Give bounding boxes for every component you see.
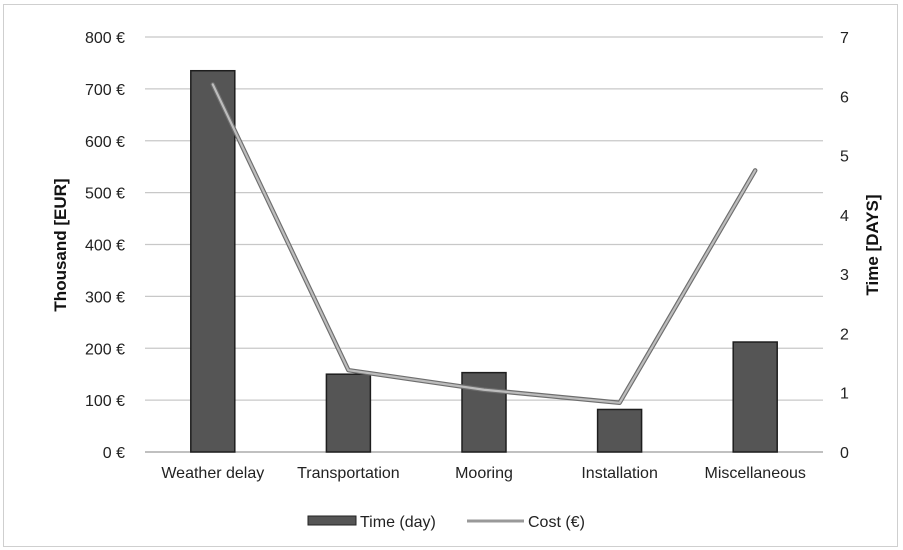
right-tick-label: 7 xyxy=(840,30,849,47)
x-axis-ticks: Weather delay Transportation Mooring Instal… xyxy=(161,465,806,482)
right-tick-label: 1 xyxy=(840,386,849,403)
x-tick-label: Miscellaneous xyxy=(705,465,806,482)
left-tick-label: 200 € xyxy=(85,341,125,358)
right-tick-label: 2 xyxy=(840,326,849,343)
right-tick-label: 6 xyxy=(840,89,849,106)
left-tick-label: 100 € xyxy=(85,393,125,410)
left-axis-ticks: 0 € 100 € 200 € 300 € 400 € 500 € 600 € 700 € 80… xyxy=(85,30,125,462)
right-tick-label: 5 xyxy=(840,149,849,166)
legend-label-cost: Cost (€) xyxy=(528,514,585,531)
right-axis-title: Time [DAYS] xyxy=(863,194,882,295)
legend-label-time: Time (day) xyxy=(360,514,436,531)
chart-frame xyxy=(3,4,898,547)
line-shadow xyxy=(210,82,758,406)
gridlines xyxy=(145,36,823,453)
bar-series xyxy=(190,69,778,453)
left-tick-label: 600 € xyxy=(85,134,125,151)
left-tick-label: 400 € xyxy=(85,238,125,255)
left-tick-label: 500 € xyxy=(85,186,125,203)
left-tick-label: 700 € xyxy=(85,82,125,99)
bar xyxy=(461,371,507,453)
x-tick-label: Weather delay xyxy=(161,465,264,482)
bar xyxy=(190,69,236,453)
bar xyxy=(325,373,372,453)
right-tick-label: 0 xyxy=(840,445,849,462)
bar xyxy=(732,341,778,453)
cost-line xyxy=(211,83,757,404)
left-tick-label: 300 € xyxy=(85,289,125,306)
left-tick-label: 800 € xyxy=(85,30,125,47)
left-tick-label: 0 € xyxy=(103,445,125,462)
x-tick-label: Transportation xyxy=(297,465,400,482)
bar xyxy=(596,408,643,453)
line-series xyxy=(210,82,758,406)
right-axis-ticks: 0 1 2 3 4 5 6 7 xyxy=(840,30,849,462)
left-axis-title: Thousand [EUR] xyxy=(51,178,70,311)
x-tick-label: Mooring xyxy=(455,465,513,482)
legend: Time (day) Cost (€) xyxy=(307,514,585,531)
legend-swatch-time xyxy=(307,515,357,526)
x-tick-label: Installation xyxy=(581,465,658,482)
right-tick-label: 4 xyxy=(840,208,849,225)
right-tick-label: 3 xyxy=(840,267,849,284)
